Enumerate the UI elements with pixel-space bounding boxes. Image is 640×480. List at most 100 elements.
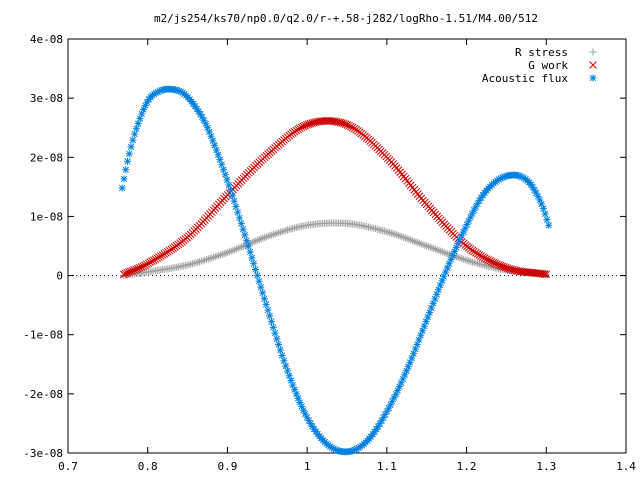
data-point bbox=[127, 143, 135, 151]
legend-item: G work bbox=[528, 59, 597, 72]
data-point bbox=[213, 252, 221, 260]
data-point bbox=[477, 252, 486, 260]
legend-marker bbox=[589, 74, 597, 82]
data-point bbox=[386, 229, 394, 237]
data-point bbox=[479, 253, 487, 261]
data-point bbox=[456, 254, 464, 262]
data-point bbox=[542, 270, 551, 279]
data-point bbox=[412, 238, 420, 246]
data-point bbox=[461, 256, 469, 264]
data-point bbox=[255, 277, 263, 285]
data-point bbox=[262, 300, 270, 308]
data-point bbox=[228, 192, 236, 200]
series-r-stress bbox=[120, 219, 550, 280]
data-point bbox=[254, 236, 262, 244]
data-point bbox=[470, 258, 478, 266]
data-point bbox=[444, 250, 452, 258]
data-point bbox=[433, 246, 441, 254]
y-tick-label: 2e-08 bbox=[30, 151, 63, 164]
legend-label: R stress bbox=[515, 46, 568, 59]
data-point bbox=[393, 231, 401, 239]
data-point bbox=[241, 231, 249, 239]
y-axis: -3e-08 -2e-08 -1e-08 0 1e-08 2e-08 3e-08 4e-08 bbox=[23, 33, 626, 460]
data-point bbox=[220, 250, 228, 258]
data-point bbox=[144, 259, 153, 268]
data-point bbox=[238, 243, 246, 251]
y-tick-label: -1e-08 bbox=[23, 329, 63, 342]
data-point bbox=[543, 216, 551, 224]
data-point bbox=[454, 254, 462, 262]
y-tick-label: 0 bbox=[56, 270, 63, 283]
data-point bbox=[218, 250, 226, 258]
data-point bbox=[266, 312, 274, 320]
x-tick-label: 1.2 bbox=[457, 460, 477, 473]
data-point bbox=[210, 253, 218, 261]
data-point bbox=[268, 231, 276, 239]
data-point bbox=[231, 246, 239, 254]
data-point bbox=[204, 255, 212, 263]
data-point bbox=[215, 252, 223, 260]
data-point bbox=[539, 205, 547, 213]
data-point bbox=[403, 367, 411, 375]
legend-marker bbox=[589, 61, 597, 69]
data-point bbox=[468, 258, 476, 266]
data-point bbox=[208, 254, 216, 262]
data-point bbox=[235, 214, 243, 222]
data-point bbox=[276, 346, 284, 354]
data-point bbox=[271, 230, 279, 238]
data-point bbox=[232, 203, 240, 211]
data-point bbox=[131, 130, 139, 138]
data-point bbox=[391, 230, 399, 238]
data-point bbox=[267, 318, 275, 326]
data-point bbox=[141, 261, 149, 270]
data-point bbox=[278, 228, 286, 236]
data-point bbox=[232, 245, 240, 253]
chart-title: m2/js254/ks70/np0.0/q2.0/r-+.58-j282/log… bbox=[154, 12, 538, 25]
data-point bbox=[347, 122, 355, 131]
data-point bbox=[244, 242, 252, 250]
data-point bbox=[255, 235, 263, 243]
data-point bbox=[421, 241, 429, 249]
data-point bbox=[260, 295, 268, 303]
data-point bbox=[280, 357, 288, 365]
data-point bbox=[403, 235, 411, 243]
data-point bbox=[252, 237, 260, 245]
y-tick-label: 4e-08 bbox=[30, 33, 63, 46]
data-point bbox=[408, 237, 416, 245]
series-acoustic-flux bbox=[118, 85, 553, 456]
data-point bbox=[442, 249, 450, 257]
data-point bbox=[405, 235, 413, 243]
data-point bbox=[234, 208, 242, 216]
data-point bbox=[541, 210, 549, 218]
data-point bbox=[234, 244, 242, 252]
data-point bbox=[207, 132, 215, 140]
data-point bbox=[261, 233, 269, 241]
x-tick-label: 1.3 bbox=[536, 460, 556, 473]
data-point bbox=[148, 257, 156, 266]
data-point bbox=[271, 329, 279, 337]
data-point bbox=[394, 231, 402, 239]
data-point bbox=[203, 256, 211, 264]
data-point bbox=[262, 233, 270, 241]
data-point bbox=[420, 322, 428, 330]
data-point bbox=[151, 255, 160, 264]
data-point bbox=[414, 239, 422, 247]
data-point bbox=[532, 189, 540, 197]
data-point bbox=[269, 230, 277, 238]
data-point bbox=[458, 255, 466, 263]
data-point bbox=[284, 226, 292, 234]
data-point bbox=[236, 244, 244, 252]
data-point bbox=[229, 246, 237, 254]
data-point bbox=[191, 102, 199, 110]
x-tick-label: 1.4 bbox=[616, 460, 636, 473]
data-point bbox=[250, 238, 258, 246]
data-point bbox=[146, 258, 155, 267]
data-point bbox=[196, 110, 204, 118]
legend-label: Acoustic flux bbox=[482, 72, 568, 85]
data-point bbox=[227, 247, 235, 255]
x-tick-label: 0.9 bbox=[217, 460, 237, 473]
data-point bbox=[280, 227, 288, 235]
x-axis: 0.7 0.8 0.9 1 1.1 1.2 1.3 1.4 bbox=[58, 39, 636, 473]
data-point bbox=[124, 157, 132, 165]
data-point bbox=[217, 251, 225, 259]
